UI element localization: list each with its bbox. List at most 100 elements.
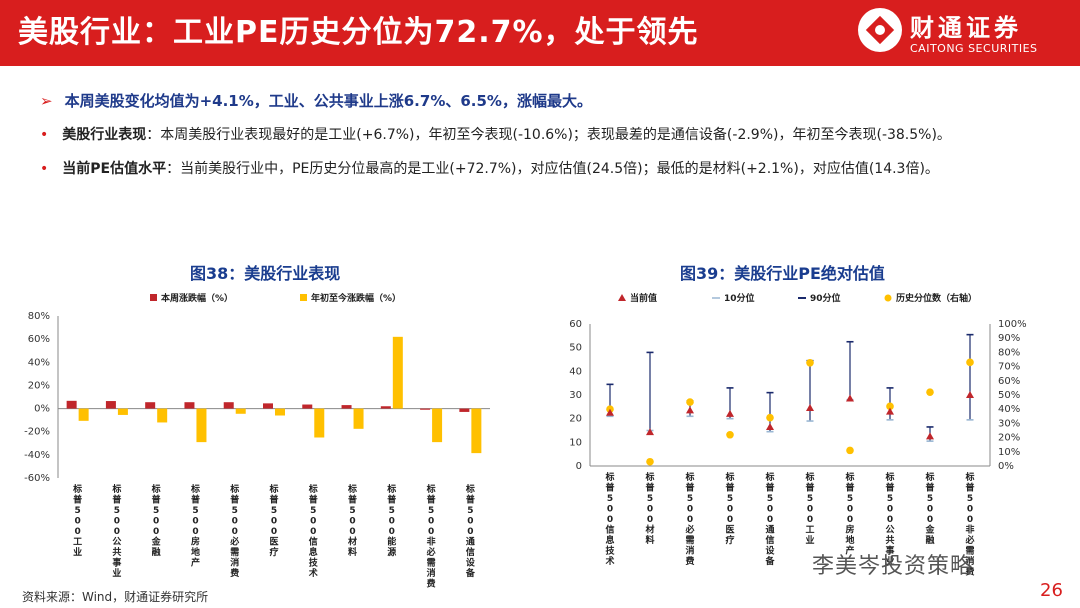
company-name-cn: 财通证券 xyxy=(910,14,1022,42)
bar-weekly xyxy=(66,400,77,409)
bullet-text: ：本周美股行业表现最好的是工业(+6.7%)，年初至今表现(-10.6%)；表现… xyxy=(146,127,951,143)
y-tick-label: -60% xyxy=(24,473,50,484)
current-value-point xyxy=(886,407,894,415)
bar-ytd xyxy=(196,408,207,443)
y-tick-label: 50 xyxy=(569,343,582,354)
y-tick-label: 60 xyxy=(569,319,582,330)
percentile-point xyxy=(926,388,934,396)
x-tick-label: 标普 5 0 0 公共事业 xyxy=(111,483,121,579)
percentile-point xyxy=(686,398,694,406)
chart39-title: 图39：美股行业PE绝对估值 xyxy=(680,264,885,283)
bullet-dot-icon: • xyxy=(40,127,49,143)
bar-ytd xyxy=(392,336,403,409)
current-value-point xyxy=(726,409,734,417)
legend-label: 本周涨跌幅（%） xyxy=(161,292,233,304)
x-tick-label: 标普 5 0 0 房地产 xyxy=(190,483,200,569)
bar-ytd xyxy=(117,408,128,415)
bar-weekly xyxy=(341,405,352,409)
bar-weekly xyxy=(459,408,470,412)
y-tick-label: 10 xyxy=(569,437,582,448)
bar-weekly xyxy=(380,406,391,409)
percentile-point xyxy=(646,457,654,466)
bullet-label: 美股行业表现 xyxy=(62,127,147,143)
current-value-point xyxy=(646,428,654,436)
bullet-label: 当前PE估值水平 xyxy=(62,161,167,177)
y2-tick-label: 30% xyxy=(998,418,1020,429)
bar-weekly xyxy=(420,408,431,410)
current-value-point xyxy=(966,391,974,398)
y2-tick-label: 70% xyxy=(998,362,1020,373)
y2-tick-label: 50% xyxy=(998,390,1020,401)
x-tick-label: 标普 5 0 0 医疗 xyxy=(724,471,734,546)
y2-tick-label: 10% xyxy=(998,447,1020,458)
page-title: 美股行业：工业PE历史分位为72.7%，处于领先 xyxy=(18,15,699,50)
headline-bullet: ➢ 本周美股变化均值为+4.1%，工业、公共事业上涨6.7%、6.5%，涨幅最大。 xyxy=(40,90,592,111)
page-number: 26 xyxy=(1040,580,1063,601)
x-tick-label: 标普 5 0 0 工业 xyxy=(804,471,814,546)
legend-label: 当前值 xyxy=(630,292,657,304)
y-tick-label: -20% xyxy=(24,427,50,438)
watermark-text: 李美岑投资策略 xyxy=(812,554,974,579)
current-value-point xyxy=(926,432,934,440)
bullet-dot-icon: • xyxy=(40,161,49,177)
y2-tick-label: 60% xyxy=(998,376,1020,387)
x-tick-label: 标普 5 0 0 信息技术 xyxy=(308,483,319,579)
bar-ytd xyxy=(432,408,443,443)
y-tick-label: 40 xyxy=(569,366,582,377)
company-name-en: CAITONG SECURITIES xyxy=(910,42,1038,55)
x-tick-label: 标普 5 0 0 工业 xyxy=(72,483,82,558)
bar-ytd xyxy=(235,408,246,414)
chart38-title: 图38：美股行业表现 xyxy=(190,264,341,283)
legend-swatch xyxy=(300,294,307,301)
x-tick-label: 标普 5 0 0 信息技术 xyxy=(604,471,615,567)
y-tick-label: -40% xyxy=(24,450,50,461)
bar-weekly xyxy=(223,402,234,409)
bullet-valuation: • 当前PE估值水平：当前美股行业中，PE历史分位最高的是工业(+72.7%)，对… xyxy=(40,158,939,178)
bar-ytd xyxy=(78,408,89,421)
current-value-point xyxy=(606,408,614,416)
y-tick-label: 40% xyxy=(28,357,50,368)
legend-swatch xyxy=(150,294,157,301)
legend-label: 历史分位数（右轴） xyxy=(896,292,977,304)
x-tick-label: 标普 5 0 0 金融 xyxy=(924,471,935,546)
percentile-point xyxy=(966,358,974,367)
x-tick-label: 标普 5 0 0 通信设备 xyxy=(764,471,775,567)
current-value-point xyxy=(846,394,854,402)
bar-ytd xyxy=(275,408,285,416)
y2-tick-label: 80% xyxy=(998,347,1020,358)
percentile-point xyxy=(886,402,894,411)
bullet-performance: • 美股行业表现：本周美股行业表现最好的是工业(+6.7%)，年初至今表现(-10… xyxy=(40,124,951,144)
headline-text: 本周美股变化均值为+4.1%，工业、公共事业上涨6.7%、6.5%，涨幅最大。 xyxy=(64,92,592,110)
x-tick-label: 标普 5 0 0 材料 xyxy=(347,483,357,558)
y2-tick-label: 20% xyxy=(998,433,1020,444)
current-value-point xyxy=(686,406,694,414)
y-tick-label: 0 xyxy=(576,461,582,472)
legend-swatch xyxy=(618,294,626,301)
legend-label: 90分位 xyxy=(810,292,841,304)
x-tick-label: 标普 5 0 0 通信设备 xyxy=(465,483,476,579)
x-tick-label: 标普 5 0 0 材料 xyxy=(644,471,654,546)
x-tick-label: 标普 5 0 0 金融 xyxy=(151,483,162,558)
y-tick-label: 30 xyxy=(569,390,582,401)
x-tick-label: 标普 5 0 0 能源 xyxy=(386,483,396,558)
x-tick-label: 标普 5 0 0 医疗 xyxy=(268,483,278,558)
source-note: 资料来源：Wind，财通证券研究所 xyxy=(22,590,209,604)
bar-ytd xyxy=(471,408,482,454)
y2-tick-label: 40% xyxy=(998,404,1020,415)
x-tick-label: 标普 5 0 0 非必需消费 xyxy=(964,471,974,578)
y2-tick-label: 0% xyxy=(998,461,1014,472)
bar-ytd xyxy=(157,408,168,423)
current-value-point xyxy=(806,404,814,412)
y-tick-label: 60% xyxy=(28,334,50,345)
bar-weekly xyxy=(263,403,273,409)
bar-ytd xyxy=(314,408,325,438)
y2-tick-label: 100% xyxy=(998,319,1027,330)
percentile-point xyxy=(766,413,774,422)
arrow-icon: ➢ xyxy=(40,92,53,110)
bullet-text: ：当前美股行业中，PE历史分位最高的是工业(+72.7%)，对应估值(24.5倍… xyxy=(166,161,939,177)
x-tick-label: 标普 5 0 0 必需消费 xyxy=(229,483,239,579)
bar-weekly xyxy=(145,402,156,409)
